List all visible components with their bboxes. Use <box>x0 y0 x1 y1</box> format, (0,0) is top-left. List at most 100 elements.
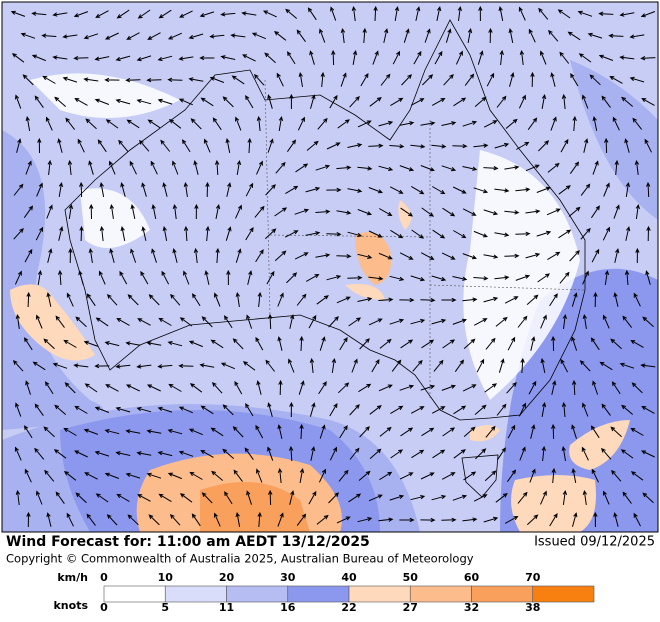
wind-arrow <box>255 336 264 351</box>
wind-arrow <box>464 73 475 86</box>
wind-arrow <box>378 517 394 522</box>
wind-arrow <box>31 11 47 16</box>
wind-arrow <box>548 29 559 42</box>
wind-arrow <box>36 490 43 505</box>
wind-arrow <box>608 33 624 38</box>
wind-arrow <box>389 494 405 501</box>
wind-arrow <box>199 11 215 18</box>
wind-arrow <box>255 424 264 439</box>
wind-arrow <box>162 182 168 197</box>
wind-arrow <box>235 204 242 219</box>
wind-arrow <box>494 188 510 193</box>
wind-band <box>2 130 104 430</box>
wind-arrow <box>336 165 352 170</box>
wind-arrow <box>83 340 99 347</box>
wind-arrow <box>499 49 504 66</box>
wind-arrow <box>373 5 378 22</box>
wind-arrow <box>506 469 517 482</box>
wind-arrow <box>579 360 591 372</box>
wind-arrow <box>369 97 382 107</box>
wind-arrow <box>568 206 581 217</box>
wind-arrow <box>394 5 400 21</box>
wind-arrow <box>410 318 426 325</box>
wind-arrow <box>601 95 611 108</box>
wind-arrow <box>505 118 518 129</box>
wind-arrow <box>200 97 214 107</box>
wind-arrow <box>549 512 558 527</box>
wind-arrow <box>509 72 515 87</box>
wind-arrow <box>415 6 421 21</box>
wind-arrow <box>46 512 52 527</box>
wind-arrow <box>52 12 68 17</box>
wind-arrow <box>257 291 262 308</box>
legend-kmh-value: 20 <box>219 571 235 584</box>
wind-arrow <box>592 115 598 131</box>
wind-arrow <box>95 10 109 18</box>
wind-arrow <box>379 471 393 481</box>
wind-arrow <box>183 270 190 285</box>
wind-arrow <box>118 139 129 152</box>
wind-arrow <box>315 253 331 258</box>
wind-arrow <box>286 51 296 65</box>
wind-arrow <box>473 187 489 194</box>
wind-arrow <box>420 472 435 480</box>
wind-arrow <box>242 361 256 371</box>
wind-arrow <box>378 252 393 260</box>
wind-arrow <box>222 404 234 416</box>
wind-arrow <box>399 297 415 303</box>
wind-arrow <box>191 293 201 307</box>
wind-arrow <box>225 137 231 153</box>
wind-arrow <box>372 50 379 65</box>
wind-arrow <box>630 340 644 348</box>
wind-arrow <box>15 313 21 329</box>
wind-arrow <box>569 250 580 262</box>
wind-arrow <box>126 119 140 129</box>
wind-arrow <box>157 451 173 457</box>
wind-arrow <box>431 406 446 414</box>
wind-arrow <box>352 49 358 65</box>
wind-arrow <box>190 118 202 130</box>
wind-arrow <box>94 406 110 413</box>
wind-arrow <box>380 73 391 86</box>
wind-arrow <box>340 72 347 87</box>
wind-arrow <box>14 270 22 285</box>
wind-arrow <box>157 98 173 105</box>
wind-arrow <box>116 318 130 326</box>
wind-arrow <box>473 143 489 148</box>
wind-arrow <box>67 159 73 176</box>
wind-arrow <box>148 514 160 526</box>
wind-arrow <box>614 248 620 263</box>
wind-arrow <box>16 138 22 153</box>
wind-arrow <box>167 428 183 435</box>
wind-arrow <box>571 336 578 351</box>
issued: Issued 09/12/2025 <box>534 535 655 550</box>
wind-arrow <box>106 514 118 526</box>
wind-arrow <box>645 270 651 285</box>
wind-arrow <box>339 424 348 439</box>
wind-arrow <box>357 297 373 302</box>
wind-arrow <box>178 98 193 106</box>
wind-arrow <box>462 166 478 171</box>
wind-arrow <box>13 183 24 196</box>
wind-arrow <box>296 29 306 42</box>
wind-arrow <box>629 34 645 39</box>
wind-arrow <box>336 296 351 304</box>
wind-arrow <box>536 230 552 237</box>
wind-arrow <box>277 424 283 439</box>
wind-arrow <box>369 404 382 415</box>
wind-arrow <box>299 423 304 440</box>
wind-arrow <box>167 472 182 480</box>
wind-arrow <box>538 140 550 152</box>
wind-arrow <box>452 318 467 325</box>
wind-arrow <box>369 448 382 459</box>
wind-arrow <box>256 160 263 175</box>
wind-arrow <box>116 9 130 19</box>
wind-arrow <box>57 138 63 153</box>
legend-knots-value: 38 <box>525 601 540 614</box>
wind-arrow <box>581 446 589 461</box>
wind-arrow <box>467 27 473 43</box>
wind-arrow <box>347 275 363 281</box>
wind-arrow <box>104 429 120 435</box>
wind-arrow <box>68 247 73 264</box>
wind-arrow <box>455 50 463 65</box>
